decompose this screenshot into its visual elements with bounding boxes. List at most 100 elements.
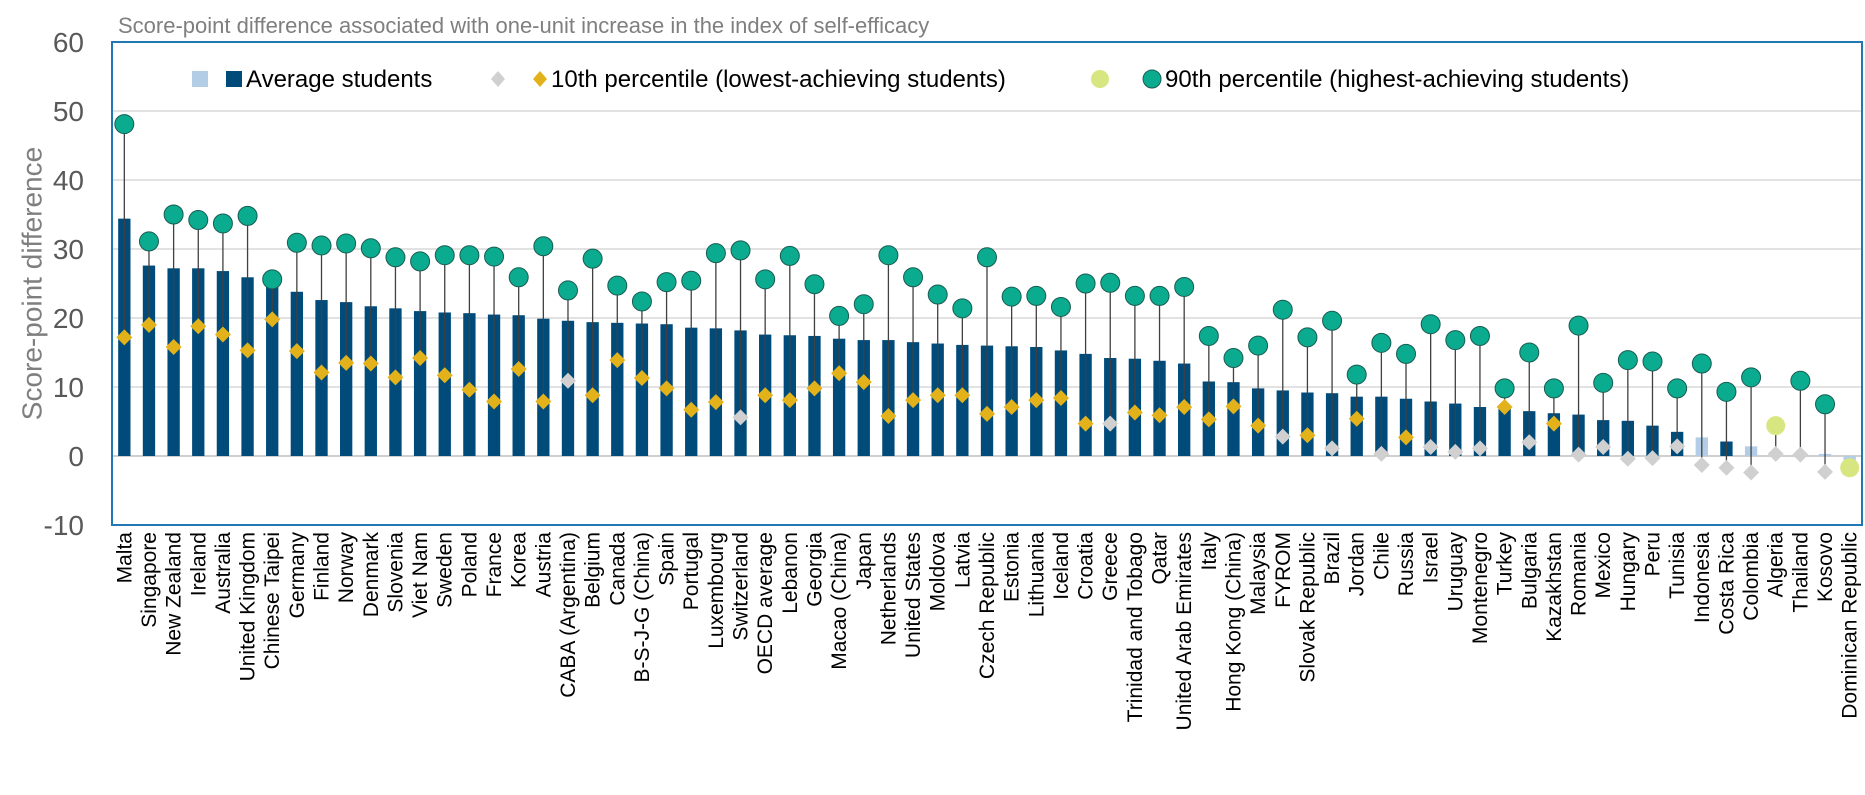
marker-p90 [1248,335,1269,356]
bar-average [266,286,279,456]
marker-p10 [855,374,872,391]
x-tick-label: United Kingdom [237,532,260,681]
marker-p90 [188,210,209,231]
x-tick-label: Denmark [360,532,383,618]
x-tick-label: Chinese Taipei [261,532,284,669]
marker-p90 [779,245,800,266]
marker-p90 [508,267,529,288]
marker-p10 [1176,399,1193,416]
marker-p10 [732,409,749,426]
x-tick-label: Kosovo [1814,532,1837,602]
marker-p90 [1371,332,1392,353]
marker-p10 [929,387,946,404]
x-tick-label: Thailand [1789,532,1812,613]
marker-p90 [1766,416,1786,436]
bar-average [290,291,304,456]
x-tick-label: Croatia [1075,532,1098,600]
x-tick-label: Portugal [680,532,703,610]
marker-p10 [1817,463,1834,480]
marker-p90 [1346,364,1367,385]
marker-p90 [804,274,825,295]
marker-p10 [1398,429,1415,446]
x-tick-label: Qatar [1149,532,1172,585]
x-tick-label: Norway [335,532,358,604]
marker-p90 [1593,372,1614,393]
marker-p90 [286,232,307,253]
marker-p90 [410,251,431,272]
marker-p90 [853,294,874,315]
marker-p90 [1322,310,1343,331]
marker-p10 [486,393,503,410]
bar-average [364,306,377,456]
x-tick-label: Finland [311,532,334,601]
marker-p10 [461,381,478,398]
marker-p90 [730,240,751,261]
x-tick-label: Romania [1568,532,1591,616]
bar-average [241,277,254,456]
bar-average [857,340,870,456]
x-tick-label: New Zealand [163,532,186,656]
marker-p90 [829,305,850,326]
marker-p90 [114,114,135,135]
x-tick-label: Russia [1395,532,1418,597]
bar-average [1498,407,1511,456]
marker-p10 [1570,446,1587,463]
marker-p90 [952,298,973,319]
marker-p10 [609,352,626,369]
x-tick-label: Georgia [803,532,826,607]
x-tick-label: Peru [1641,532,1664,576]
marker-p90 [262,269,283,290]
x-tick-label: Canada [606,532,629,606]
marker-p10 [1151,407,1168,424]
marker-p90 [755,269,776,290]
y-tick-label: -10 [44,510,84,541]
marker-p10 [436,367,453,384]
marker-p10 [214,326,231,343]
x-tick-label: Italy [1198,532,1221,571]
marker-p10 [1693,456,1710,473]
marker-p10 [190,318,207,335]
marker-p90 [1741,367,1762,388]
marker-p10 [584,387,601,404]
marker-p10 [1200,411,1217,428]
marker-p90 [1617,350,1638,371]
bar-average [192,268,205,456]
legend-swatch-p90-nonsig [1091,70,1109,88]
marker-p10 [1792,446,1809,463]
marker-p90 [163,204,184,225]
marker-p90 [1075,273,1096,294]
x-tick-label: B-S-J-G (China) [631,532,654,683]
marker-p90 [1050,296,1071,317]
marker-p90 [1445,330,1466,351]
x-tick-label: Israel [1420,532,1443,583]
marker-p90 [1396,343,1417,364]
marker-p10 [362,355,379,372]
x-tick-label: Germany [286,532,309,619]
marker-p90 [336,233,357,254]
marker-p10 [707,394,724,411]
x-tick-label: Hong Kong (China) [1222,532,1245,712]
x-tick-label: Slovak Republic [1296,532,1319,683]
marker-p10 [116,329,133,346]
y-tick-label: 20 [53,303,84,334]
bar-average [216,271,230,456]
x-tick-label: Mexico [1592,532,1615,599]
x-tick-label: Malaysia [1247,532,1270,615]
x-tick-label: Macao (China) [828,532,851,670]
x-tick-label: United Arab Emirates [1173,532,1196,730]
marker-p10 [806,380,823,397]
chart-subtitle: Score-point difference associated with o… [118,13,929,38]
legend-swatch-p10-nonsig [491,71,505,87]
marker-p10 [1052,390,1069,407]
marker-p10 [633,370,650,387]
legend-label-average: Average students [246,66,432,93]
marker-p90 [631,291,652,312]
marker-p10 [979,405,995,422]
marker-p10 [412,350,429,367]
marker-p90 [1815,394,1836,415]
marker-p90 [1124,285,1145,306]
marker-p90 [484,246,505,267]
marker-p90 [903,267,924,288]
x-tick-label: Spain [656,532,679,586]
x-tick-label: Switzerland [730,532,753,641]
